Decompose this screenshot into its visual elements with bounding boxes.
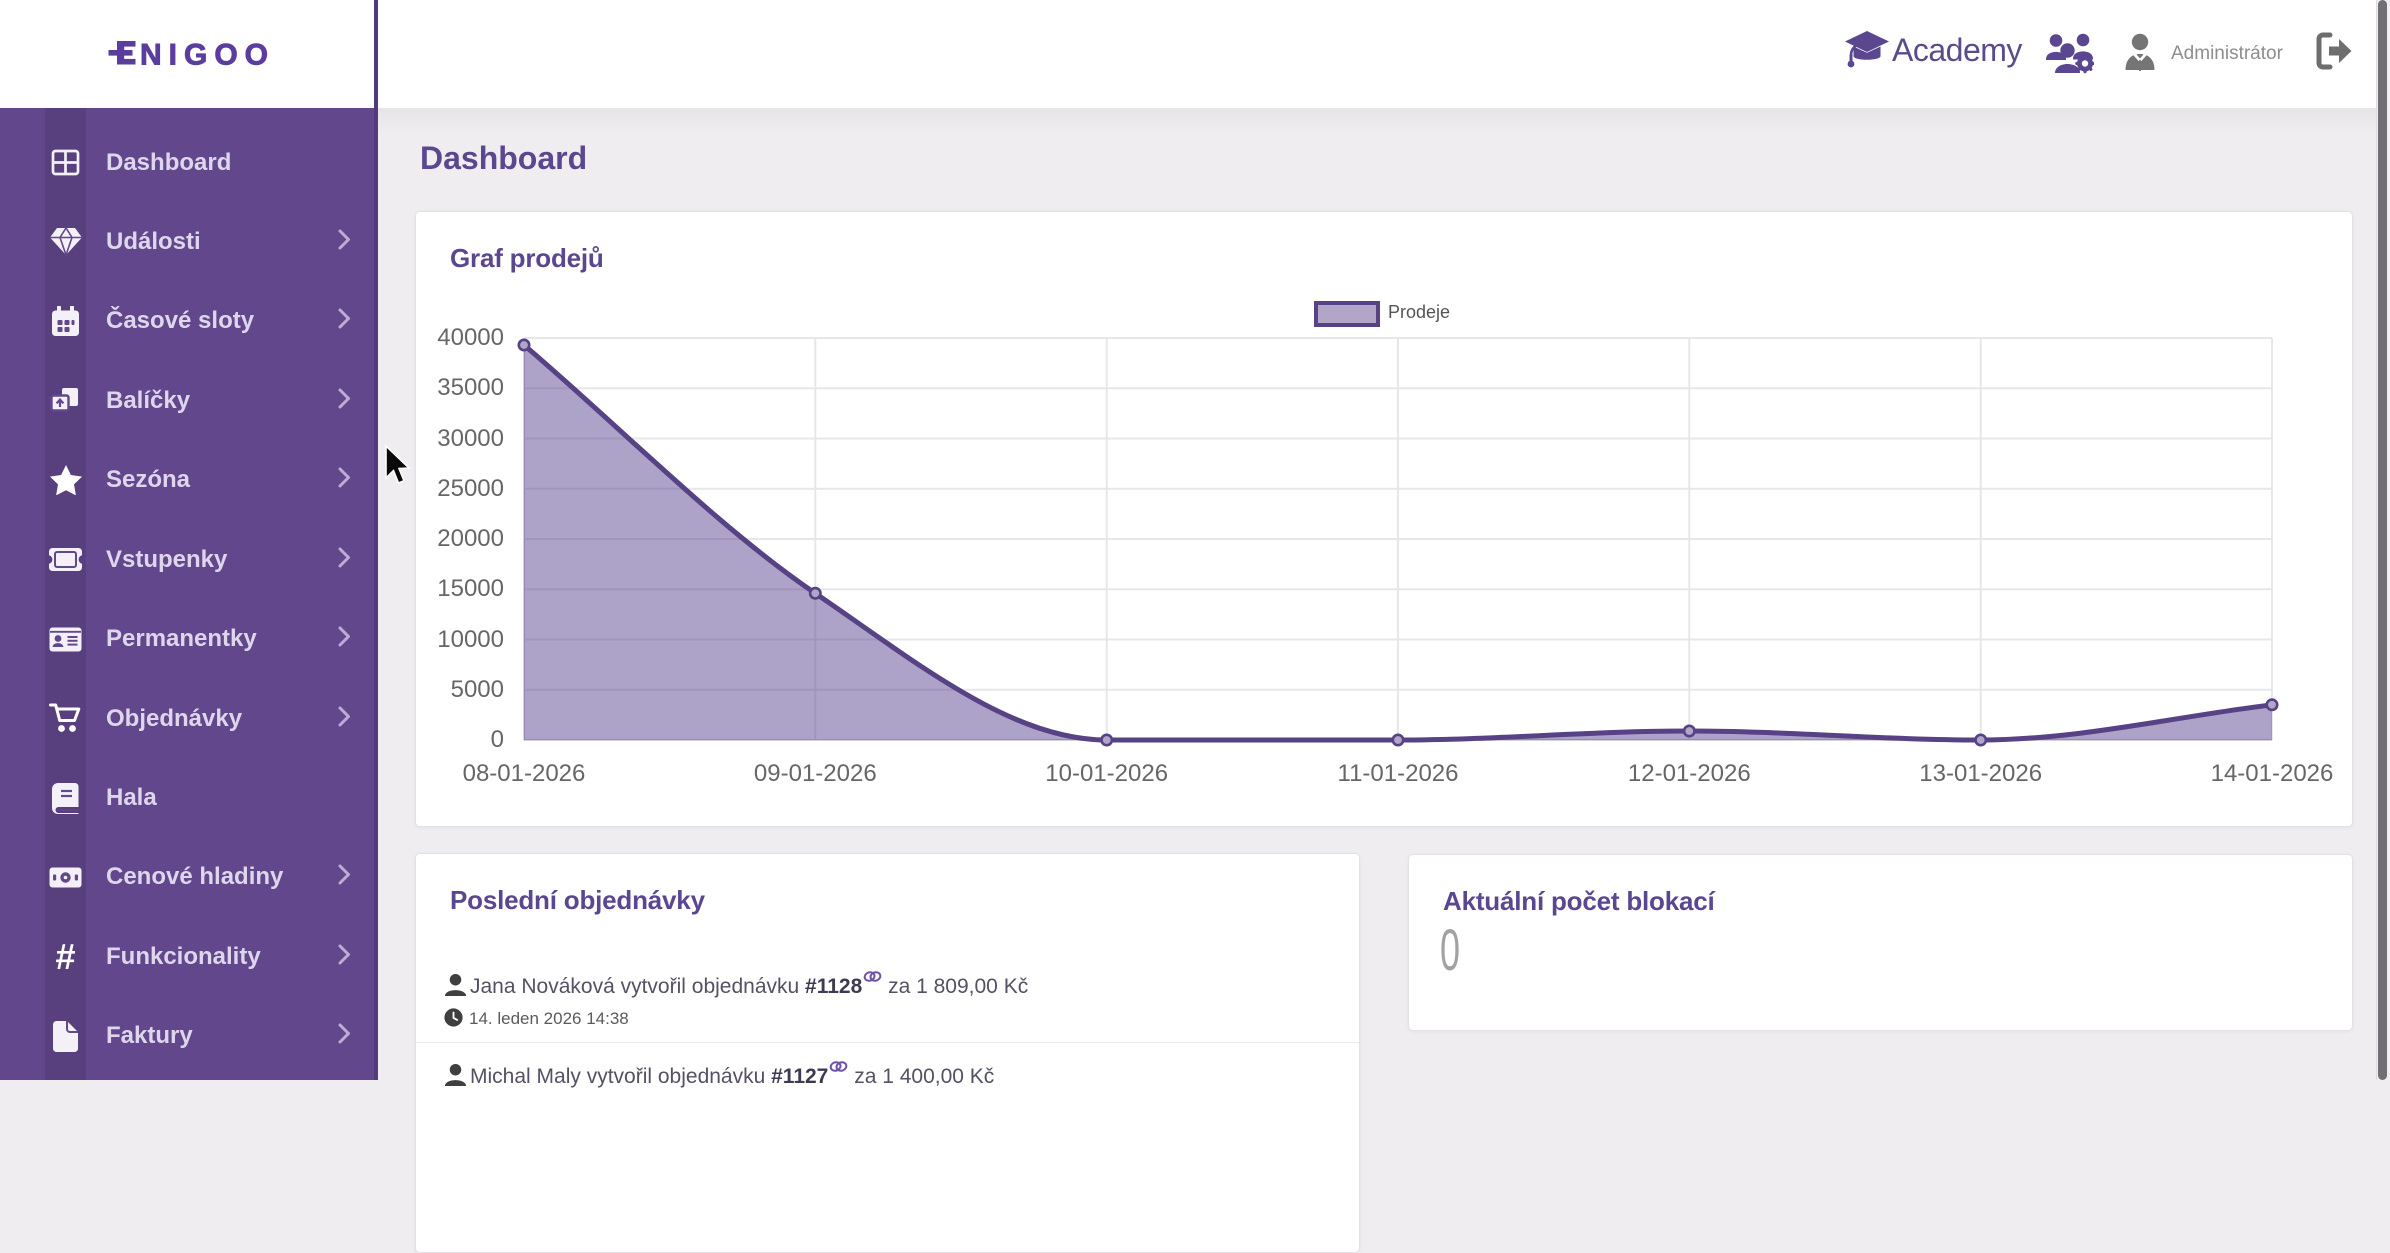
svg-text:NIGOO: NIGOO bbox=[140, 38, 275, 71]
